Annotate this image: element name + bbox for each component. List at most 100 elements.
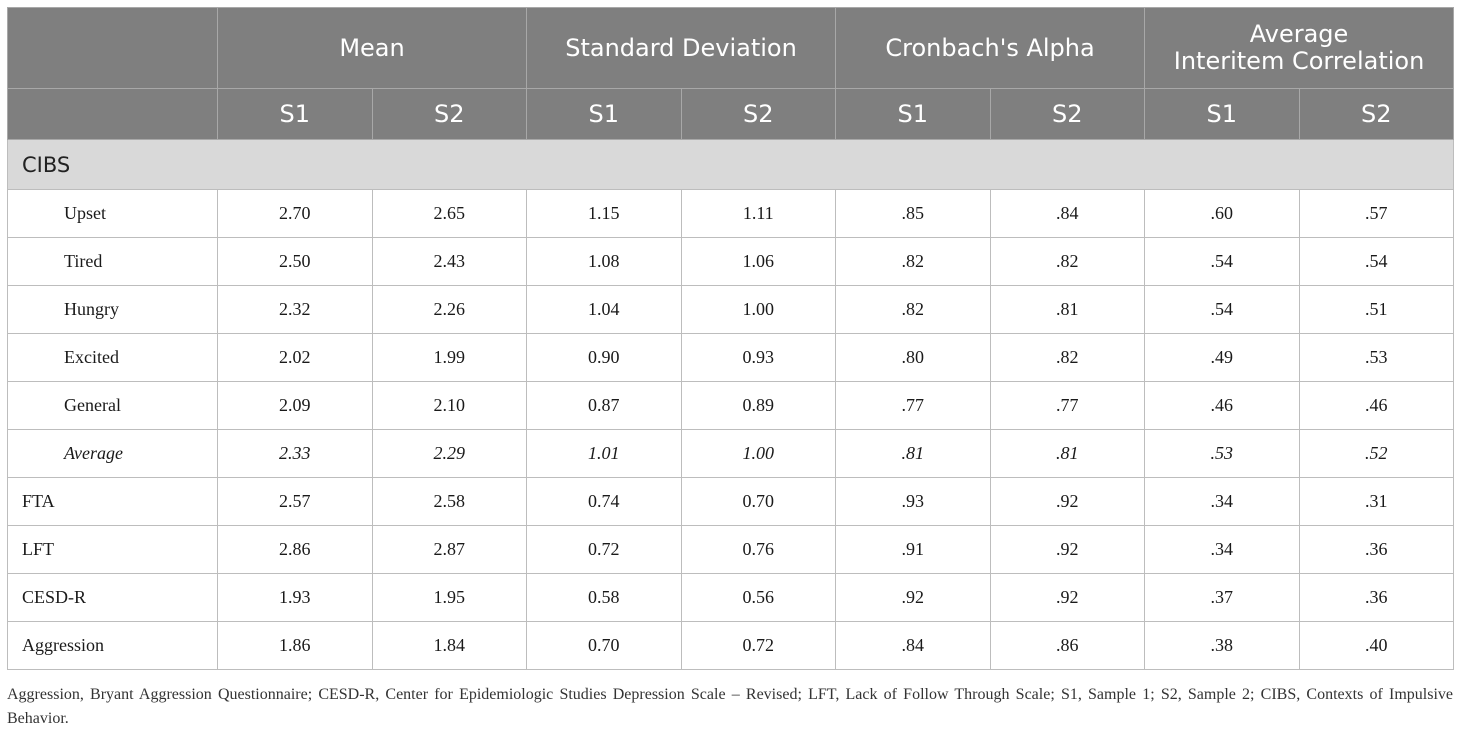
table-cell: 0.70 <box>526 621 682 670</box>
table-container: Mean Standard Deviation Cronbach's Alpha… <box>6 7 1455 670</box>
table-row: Excited 2.02 1.99 0.90 0.93 .80 .82 .49 … <box>7 333 1455 382</box>
table-cell: .36 <box>1298 573 1455 622</box>
table-cell: 0.87 <box>526 381 682 430</box>
row-label: Hungry <box>7 285 218 334</box>
header-corner <box>7 7 218 89</box>
table-cell: .86 <box>989 621 1146 670</box>
table-cell: .36 <box>1298 525 1455 574</box>
table-cell: 0.70 <box>680 477 837 526</box>
table-cell: 0.93 <box>680 333 837 382</box>
table-cell: 1.84 <box>371 621 528 670</box>
row-label: Upset <box>7 189 218 238</box>
row-label: Average <box>7 429 218 478</box>
table-row: Aggression 1.86 1.84 0.70 0.72 .84 .86 .… <box>7 621 1455 670</box>
table-cell: 0.72 <box>680 621 837 670</box>
table-footnote: Aggression, Bryant Aggression Questionna… <box>7 686 1453 727</box>
table-cell: .91 <box>835 525 991 574</box>
row-label: General <box>7 381 218 430</box>
table-row: FTA 2.57 2.58 0.74 0.70 .93 .92 .34 .31 <box>7 477 1455 526</box>
table-cell: 2.09 <box>217 381 373 430</box>
table-cell: .38 <box>1144 621 1300 670</box>
header-sample-row: S1 S2 S1 S2 S1 S2 S1 S2 <box>7 88 1455 140</box>
header-sample: S1 <box>217 88 373 140</box>
table-row: LFT 2.86 2.87 0.72 0.76 .91 .92 .34 .36 <box>7 525 1455 574</box>
table-cell: 1.11 <box>680 189 837 238</box>
table-row: Tired 2.50 2.43 1.08 1.06 .82 .82 .54 .5… <box>7 237 1455 286</box>
table-cell: 0.58 <box>526 573 682 622</box>
table-cell: 2.50 <box>217 237 373 286</box>
table-cell: 1.15 <box>526 189 682 238</box>
header-sample: S1 <box>1144 88 1300 140</box>
table-cell: .40 <box>1298 621 1455 670</box>
table-cell: 2.02 <box>217 333 373 382</box>
row-label: FTA <box>7 477 218 526</box>
table-cell: .77 <box>835 381 991 430</box>
table-cell: .80 <box>835 333 991 382</box>
table-cell: .82 <box>989 333 1146 382</box>
row-label: CESD-R <box>7 573 218 622</box>
table-cell: .84 <box>835 621 991 670</box>
header-sample: S2 <box>1298 88 1455 140</box>
table-cell: 2.43 <box>371 237 528 286</box>
table-cell: .82 <box>835 237 991 286</box>
table-cell: 1.99 <box>371 333 528 382</box>
table-cell: 2.10 <box>371 381 528 430</box>
table-cell: .49 <box>1144 333 1300 382</box>
table-cell: 1.04 <box>526 285 682 334</box>
table-row: Hungry 2.32 2.26 1.04 1.00 .82 .81 .54 .… <box>7 285 1455 334</box>
table-cell: .53 <box>1144 429 1300 478</box>
table-cell: .46 <box>1144 381 1300 430</box>
table-cell: 2.58 <box>371 477 528 526</box>
table-cell: .81 <box>835 429 991 478</box>
header-sample: S2 <box>680 88 837 140</box>
table-cell: 0.89 <box>680 381 837 430</box>
table-cell: .53 <box>1298 333 1455 382</box>
table-cell: .54 <box>1144 237 1300 286</box>
table-cell: 2.65 <box>371 189 528 238</box>
table-cell: 1.01 <box>526 429 682 478</box>
table-cell: 2.70 <box>217 189 373 238</box>
table-cell: 2.87 <box>371 525 528 574</box>
table-cell: 2.29 <box>371 429 528 478</box>
header-sample: S1 <box>526 88 682 140</box>
table-cell: .34 <box>1144 477 1300 526</box>
table-cell: .93 <box>835 477 991 526</box>
table-cell: 1.00 <box>680 429 837 478</box>
table-cell: 0.90 <box>526 333 682 382</box>
table-cell: .52 <box>1298 429 1455 478</box>
table-row-average: Average 2.33 2.29 1.01 1.00 .81 .81 .53 … <box>7 429 1455 478</box>
header-sample: S2 <box>371 88 528 140</box>
table-cell: 2.26 <box>371 285 528 334</box>
section-label: CIBS <box>6 139 1455 190</box>
header-sample: S1 <box>835 88 991 140</box>
table-cell: 1.86 <box>217 621 373 670</box>
row-label: Excited <box>7 333 218 382</box>
table-cell: .46 <box>1298 381 1455 430</box>
table-cell: .37 <box>1144 573 1300 622</box>
table-cell: .92 <box>989 525 1146 574</box>
table-cell: 2.57 <box>217 477 373 526</box>
table-cell: .77 <box>989 381 1146 430</box>
table-cell: .85 <box>835 189 991 238</box>
table-cell: .82 <box>989 237 1146 286</box>
table-cell: .57 <box>1298 189 1455 238</box>
table-cell: .84 <box>989 189 1146 238</box>
row-label: Aggression <box>7 621 218 670</box>
table-cell: .81 <box>989 285 1146 334</box>
table-row: General 2.09 2.10 0.87 0.89 .77 .77 .46 … <box>7 381 1455 430</box>
table-cell: 1.93 <box>217 573 373 622</box>
section-row-cibs: CIBS <box>6 139 1455 190</box>
table-cell: .81 <box>989 429 1146 478</box>
table-cell: 1.08 <box>526 237 682 286</box>
header-cronbachs-alpha: Cronbach's Alpha <box>835 7 1146 89</box>
table-cell: .92 <box>989 573 1146 622</box>
header-standard-deviation: Standard Deviation <box>526 7 837 89</box>
header-sample: S2 <box>989 88 1146 140</box>
table-cell: 1.06 <box>680 237 837 286</box>
table-cell: .82 <box>835 285 991 334</box>
statistics-table: Mean Standard Deviation Cronbach's Alpha… <box>6 7 1455 670</box>
table-cell: 0.72 <box>526 525 682 574</box>
table-cell: 1.95 <box>371 573 528 622</box>
table-cell: .51 <box>1298 285 1455 334</box>
row-label: Tired <box>7 237 218 286</box>
